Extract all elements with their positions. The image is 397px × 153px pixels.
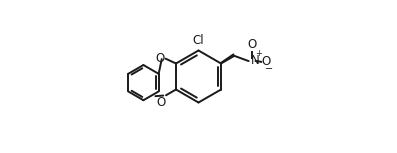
Text: −: −	[265, 64, 274, 74]
Text: +: +	[255, 49, 262, 58]
Text: O: O	[155, 52, 164, 65]
Text: O: O	[262, 55, 271, 68]
Text: Cl: Cl	[193, 34, 204, 47]
Text: O: O	[247, 38, 256, 51]
Text: O: O	[156, 96, 165, 109]
Text: N: N	[251, 54, 260, 67]
